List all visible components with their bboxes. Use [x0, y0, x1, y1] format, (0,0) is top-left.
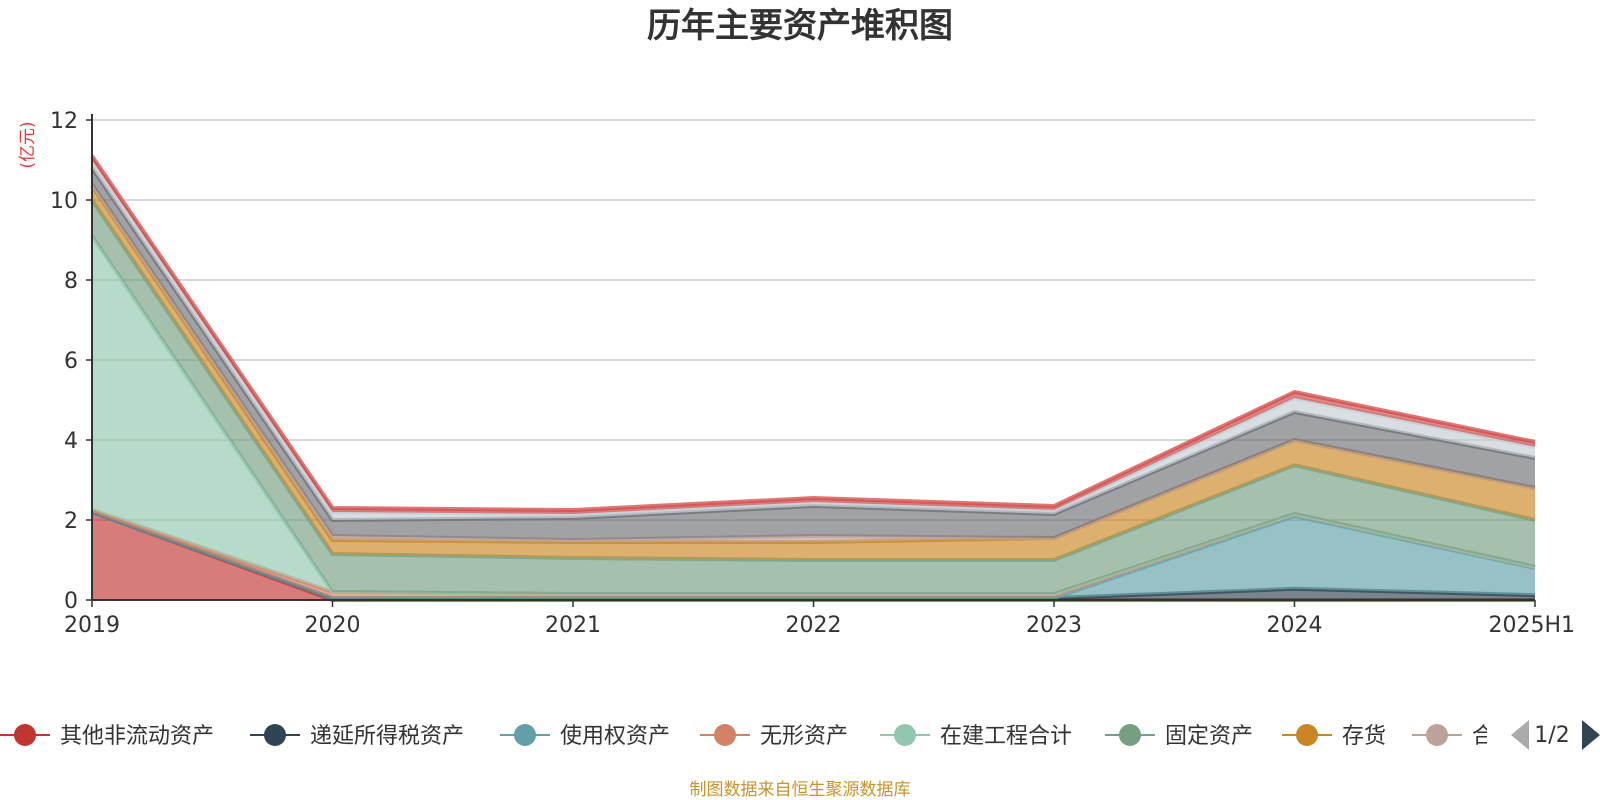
legend-item: 递延所得税资产: [250, 724, 464, 749]
chart-title: 历年主要资产堆积图: [647, 6, 953, 46]
legend-marker: [1426, 724, 1448, 746]
y-tick-label: 0: [64, 589, 78, 614]
legend-marker: [894, 724, 916, 746]
y-tick-label: 10: [50, 189, 78, 214]
x-tick-label: 2021: [545, 613, 601, 638]
series-line: [90, 154, 1536, 512]
legend-pager: 1/2: [1511, 720, 1600, 750]
legend-marker: [1119, 724, 1141, 746]
x-tick-label: 2022: [786, 613, 842, 638]
legend-label: 无形资产: [760, 724, 848, 749]
series-area: [92, 512, 1535, 598]
series-area: [92, 236, 1535, 594]
y-tick-label: 12: [50, 109, 78, 134]
legend-item: 其他非流动资产: [0, 724, 214, 749]
stacked-areas: [90, 154, 1536, 602]
series-area: [92, 512, 1535, 600]
legend-label: 在建工程合计: [940, 724, 1072, 749]
legend-label: 递延所得税资产: [310, 724, 464, 749]
legend-label: 固定资产: [1165, 724, 1253, 749]
legend-label: 其他非流动资产: [60, 724, 214, 749]
y-tick-label: 6: [64, 349, 78, 374]
legend-prev-icon[interactable]: [1511, 720, 1529, 750]
x-tick-label: 2024: [1267, 613, 1323, 638]
axes: 0 2 4 6 8 10 12 2019 2020 2021 2022 2023 2024 2025H1: [50, 109, 1575, 638]
legend-item: 在建工程合计: [880, 724, 1072, 749]
x-tick-label: 2020: [305, 613, 361, 638]
legend: 其他非流动资产 递延所得税资产 使用权资产 无形资产 在建工程合计 固定资产 存货 合同资产: [0, 724, 1560, 749]
legend-label: 合同资产: [1472, 724, 1560, 749]
legend-items: 其他非流动资产 递延所得税资产 使用权资产 无形资产 在建工程合计 固定资产 存货 合同资产: [0, 724, 1560, 749]
legend-label: 存货: [1342, 724, 1386, 749]
legend-item: 使用权资产: [500, 724, 670, 749]
legend-item: 合同资产: [1412, 724, 1560, 749]
legend-marker: [714, 724, 736, 746]
legend-marker: [14, 724, 36, 746]
legend-page-indicator: 1/2: [1534, 723, 1569, 748]
y-axis-unit: (亿元): [18, 121, 38, 168]
legend-label: 使用权资产: [560, 724, 670, 749]
y-tick-label: 8: [64, 269, 78, 294]
legend-marker: [264, 724, 286, 746]
x-tick-label: 2025H1: [1488, 613, 1575, 638]
legend-item: 存货: [1282, 724, 1386, 749]
x-tick-label: 2019: [64, 613, 120, 638]
x-tick-label: 2023: [1026, 613, 1082, 638]
y-tick-label: 2: [64, 509, 78, 534]
legend-item: 固定资产: [1105, 724, 1253, 749]
y-tick-label: 4: [64, 429, 78, 454]
legend-next-icon[interactable]: [1582, 720, 1600, 750]
legend-item: 无形资产: [700, 724, 848, 749]
legend-marker: [1296, 724, 1318, 746]
data-source-note: 制图数据来自恒生聚源数据库: [690, 780, 911, 800]
legend-marker: [514, 724, 536, 746]
